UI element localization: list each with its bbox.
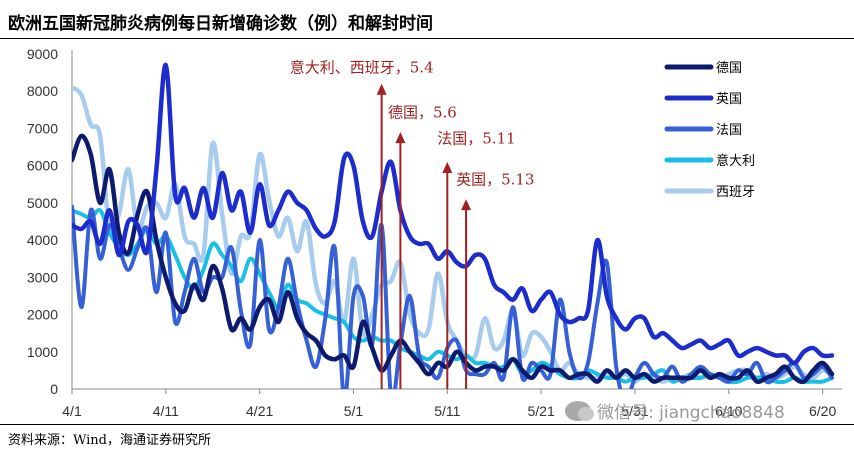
series-line-3	[72, 204, 834, 389]
x-tick-label: 4/21	[246, 403, 273, 419]
y-tick-label: 6000	[27, 158, 58, 174]
y-tick-label: 4000	[27, 232, 58, 248]
x-tick-label: 5/11	[434, 403, 460, 419]
y-tick-label: 9000	[27, 46, 58, 62]
legend-label: 法国	[716, 123, 742, 138]
y-tick-label: 8000	[27, 83, 58, 99]
legend-label: 英国	[716, 92, 742, 107]
x-tick-label: 6/10	[715, 403, 742, 419]
annotation-arrowhead	[395, 132, 406, 144]
wechat-icon	[565, 400, 594, 421]
watermark-text: 微信号: jiangchao8848	[597, 403, 785, 423]
x-tick-label: 4/1	[62, 403, 82, 419]
legend-label: 西班牙	[716, 185, 755, 200]
legend-label: 意大利	[716, 153, 755, 169]
source-divider	[0, 424, 854, 425]
source-note: 资料来源：Wind，海通证券研究所	[8, 433, 211, 448]
x-tick-label: 5/31	[621, 403, 648, 419]
x-tick-label: 5/21	[528, 403, 555, 419]
y-tick-label: 2000	[27, 307, 58, 323]
chart-canvas: 0 1000 2000 3000 4000 5000 6000 7000 8000 9000 4/1…	[27, 46, 842, 419]
y-tick-label: 7000	[27, 120, 58, 136]
annotation-arrowhead	[442, 161, 453, 173]
title-divider	[0, 38, 854, 39]
annotation-label: 意大利、西班牙，5.4	[290, 59, 434, 77]
annotation-label: 英国，5.13	[456, 170, 534, 188]
annotation-label: 德国，5.6	[388, 103, 457, 121]
y-tick-label: 3000	[27, 269, 58, 285]
x-tick-label: 5/1	[344, 403, 364, 419]
watermark: 微信号: jiangchao8848	[565, 398, 785, 423]
y-tick-label: 5000	[27, 195, 58, 211]
chart-title: 欧洲五国新冠肺炎病例每日新增确诊数（例）和解封时间	[8, 14, 433, 34]
title-row: 欧洲五国新冠肺炎病例每日新增确诊数（例）和解封时间	[0, 0, 854, 40]
y-tick-label: 0	[50, 381, 58, 397]
annotation-label: 法国，5.11	[437, 129, 515, 147]
legend-label: 德国	[716, 61, 742, 76]
x-tick-label: 4/11	[153, 403, 179, 419]
annotation-arrowhead	[376, 83, 387, 95]
series-line-1	[72, 133, 835, 385]
y-tick-label: 1000	[27, 344, 58, 360]
x-tick-label: 6/20	[809, 403, 836, 419]
annotation-arrowhead	[461, 199, 472, 211]
